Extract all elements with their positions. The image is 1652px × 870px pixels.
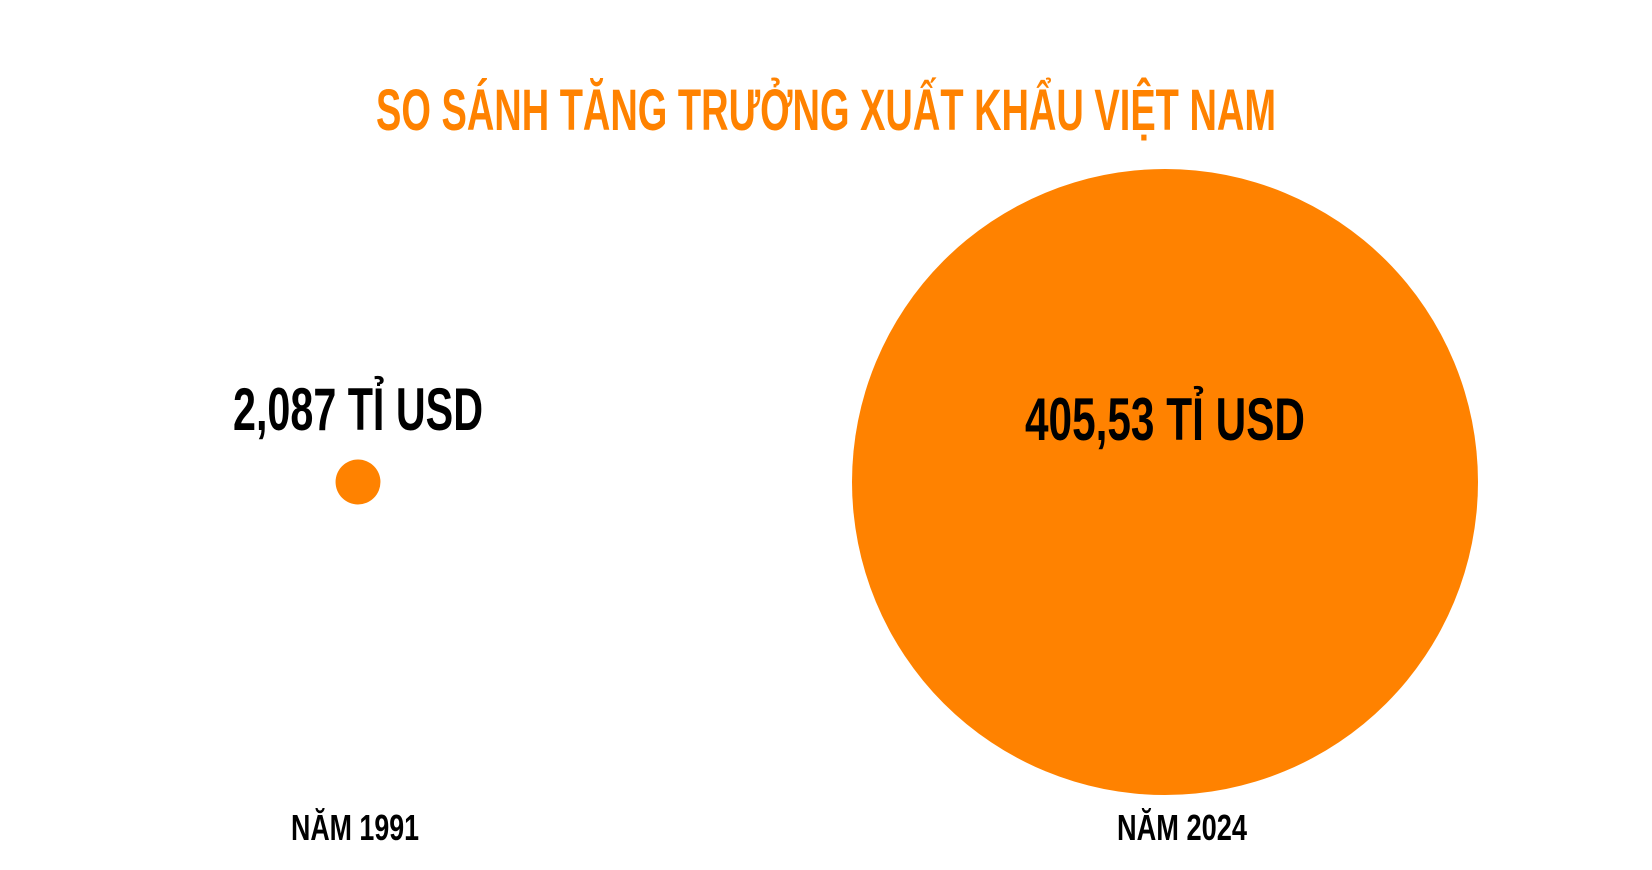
chart-title: SO SÁNH TĂNG TRƯỞNG XUẤT KHẨU VIỆT NAM [376, 78, 1276, 143]
value-label-2024: 405,53 TỈ USD [1025, 386, 1305, 453]
year-label-2024: NĂM 2024 [1117, 807, 1247, 848]
value-label-1991: 2,087 TỈ USD [233, 376, 483, 443]
bubble-2024 [852, 169, 1478, 795]
bubbles-group [335, 169, 1478, 795]
year-label-1991: NĂM 1991 [291, 807, 419, 848]
bubble-1991 [335, 459, 381, 505]
